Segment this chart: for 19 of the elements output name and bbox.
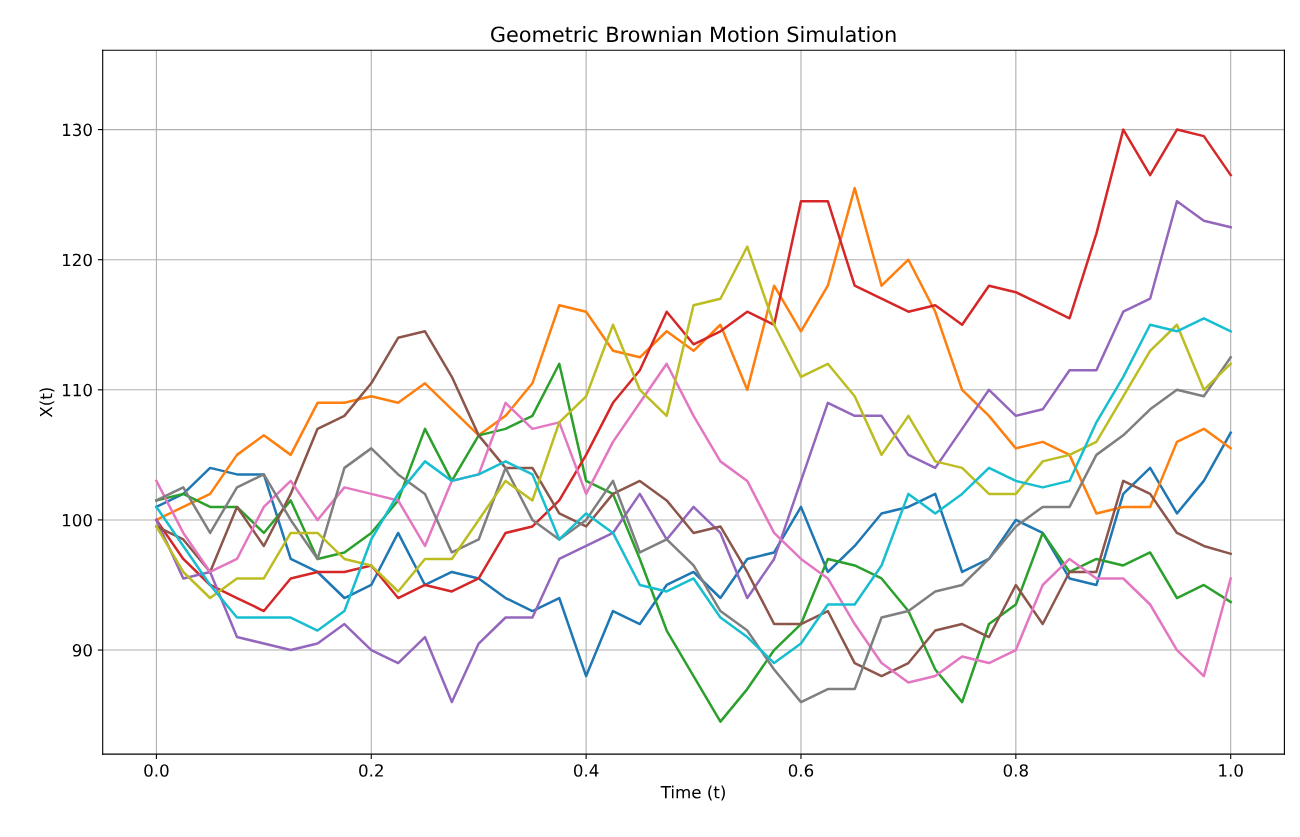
y-tick-label: 100 bbox=[63, 513, 92, 527]
x-tick-label: 0.2 bbox=[359, 764, 383, 777]
x-tick-label: 0.4 bbox=[573, 764, 599, 777]
y-axis-title: X(t) bbox=[39, 388, 55, 418]
chart-title: Geometric Brownian Motion Simulation bbox=[491, 26, 896, 43]
y-tick-label: 120 bbox=[63, 253, 92, 267]
line-series bbox=[155, 199, 1232, 704]
x-tick-label: 0.8 bbox=[1003, 764, 1028, 777]
line-series bbox=[155, 128, 1232, 613]
y-tick-label: 90 bbox=[72, 644, 92, 657]
line-series bbox=[155, 245, 1232, 600]
x-axis-title: Time (t) bbox=[660, 785, 725, 801]
x-tick-label: 0.0 bbox=[144, 764, 169, 777]
line-series bbox=[155, 431, 1232, 678]
x-tick-label: 1.0 bbox=[1219, 764, 1243, 777]
y-tick-label: 110 bbox=[63, 383, 92, 397]
x-tick-label: 0.6 bbox=[788, 764, 814, 777]
y-tick-label: 130 bbox=[63, 123, 92, 137]
line-series bbox=[155, 186, 1232, 522]
